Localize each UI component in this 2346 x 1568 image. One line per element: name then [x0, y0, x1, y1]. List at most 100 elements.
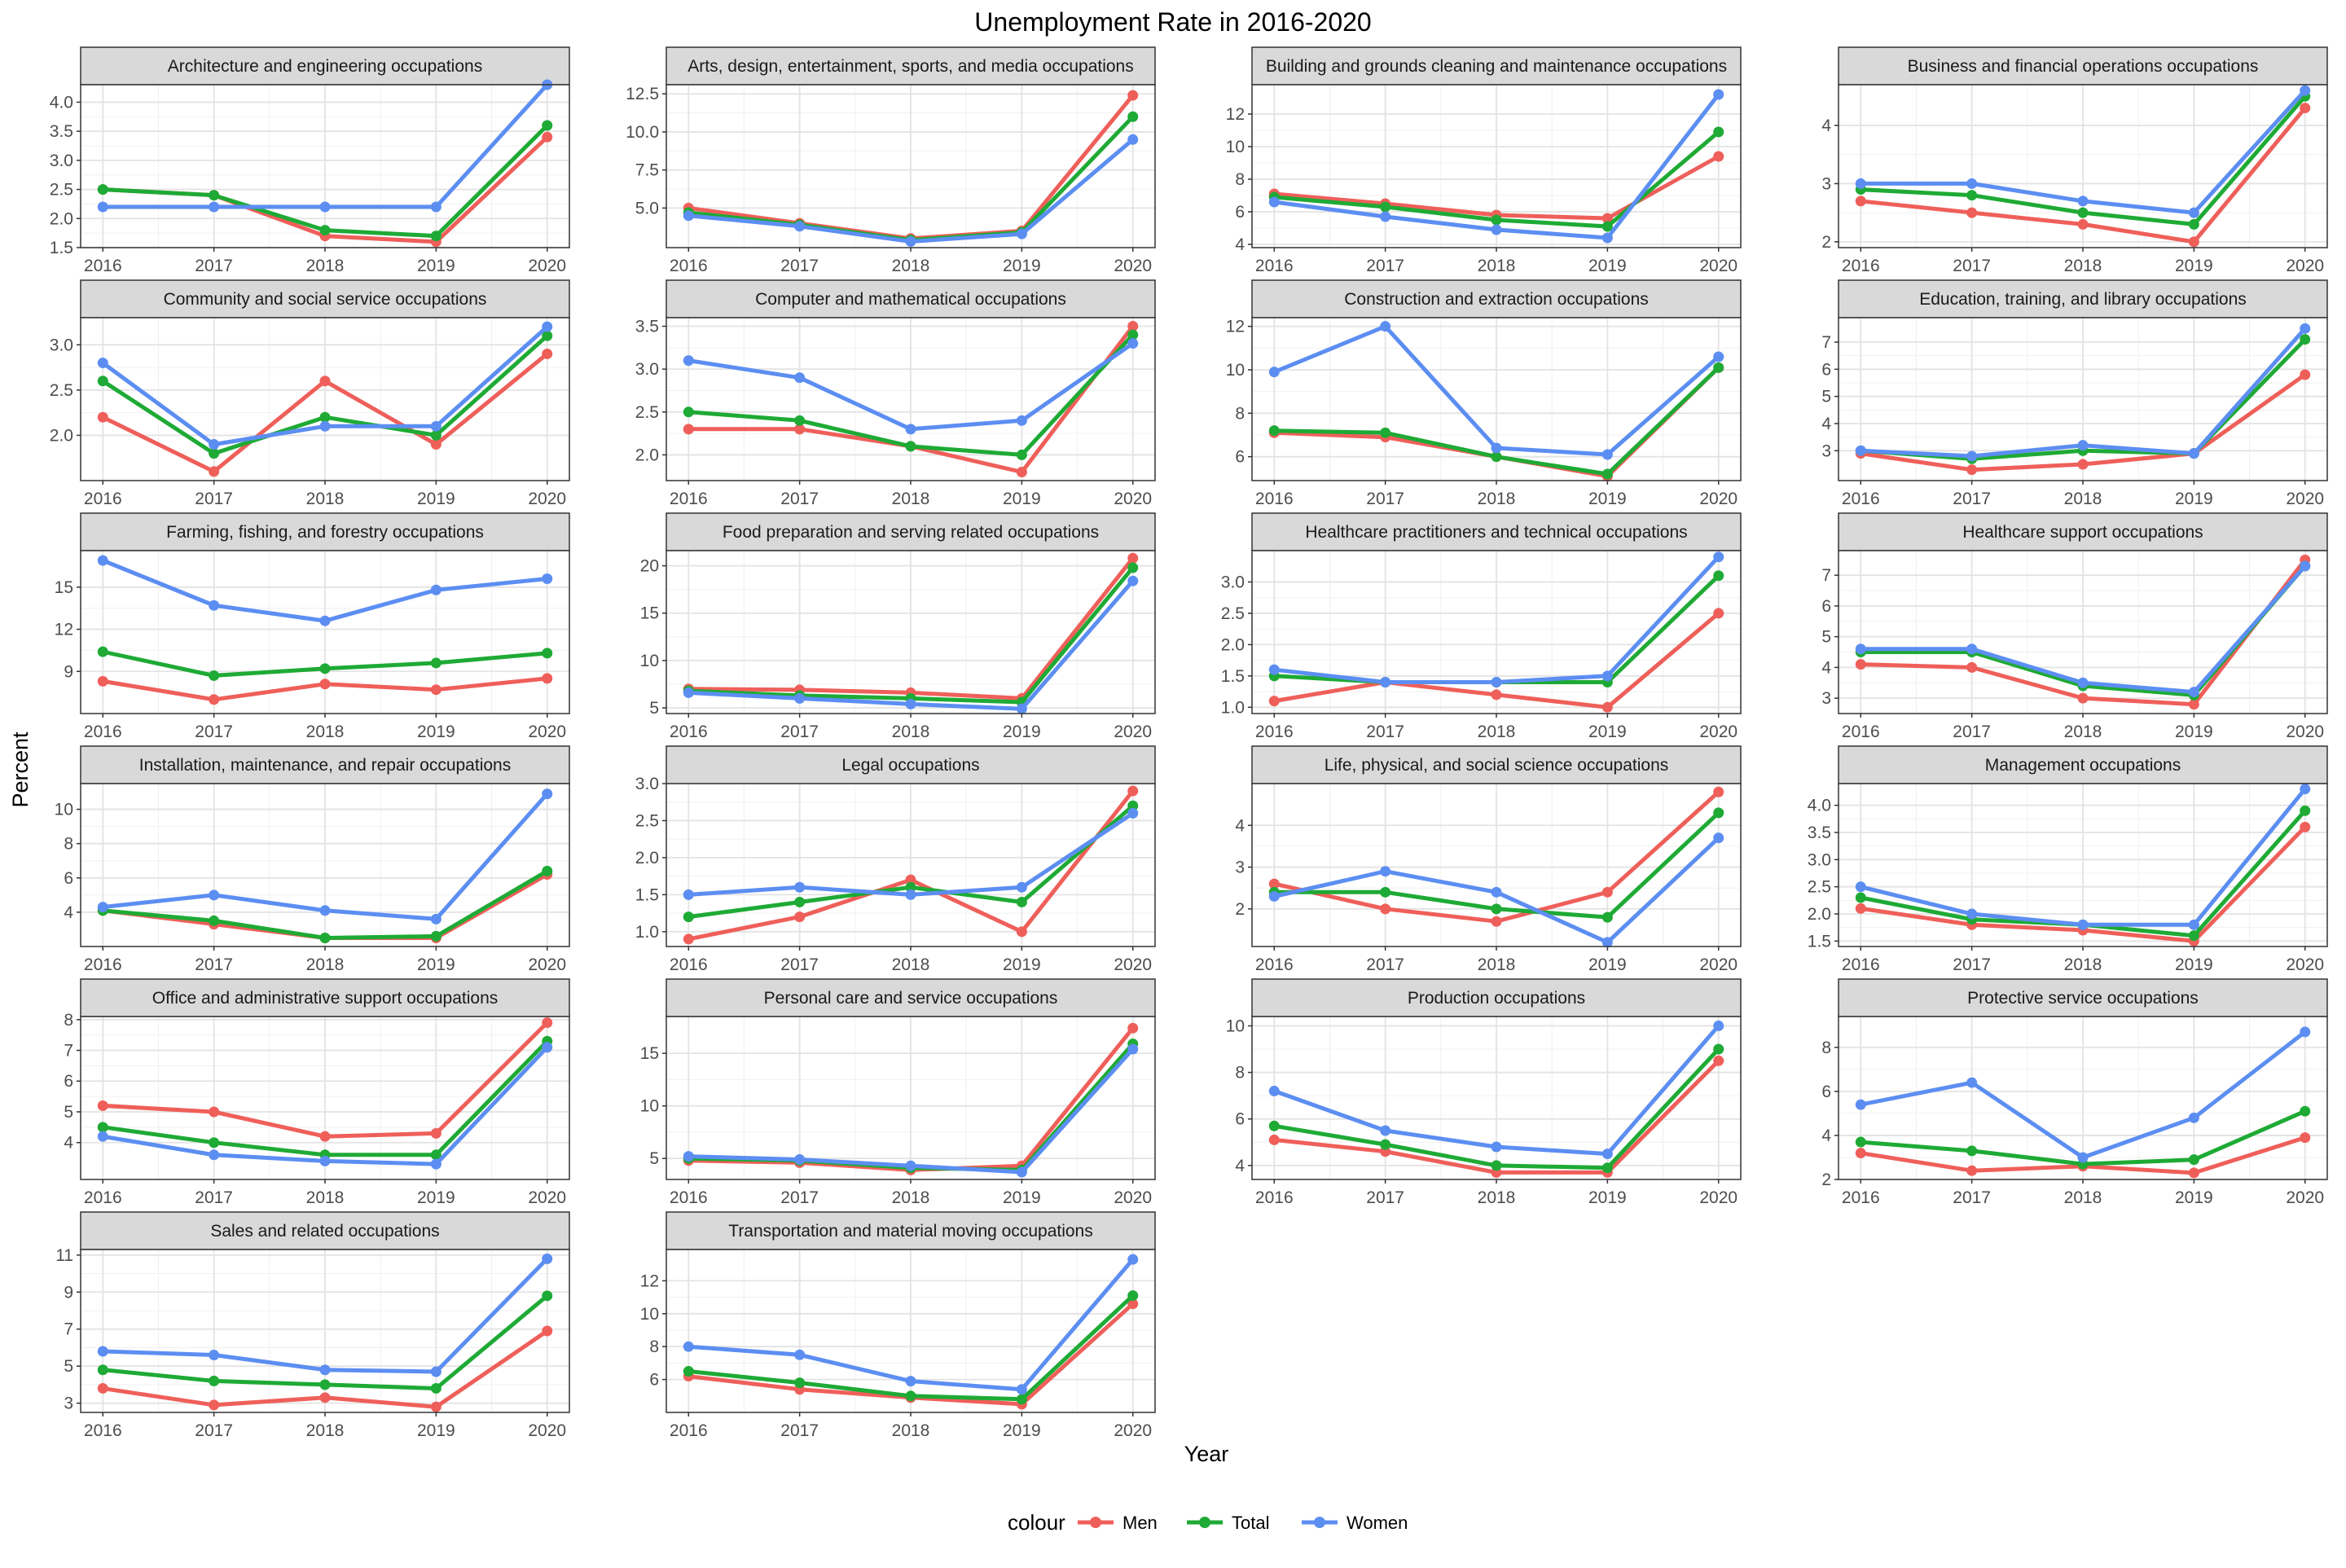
data-point-women	[905, 1376, 916, 1387]
facet-panel-business-and-financial-operations-occupations: Business and financial operations occupa…	[1821, 46, 2328, 275]
data-point-total	[2077, 207, 2089, 218]
x-tick-label: 2018	[306, 490, 345, 508]
panel-border	[1251, 1016, 1742, 1180]
y-tick-label: 20	[640, 557, 659, 576]
y-tick-label: 4	[1821, 1127, 1831, 1145]
data-point-women	[683, 1151, 694, 1162]
data-point-women	[1713, 351, 1724, 362]
x-tick-label: 2020	[528, 723, 566, 741]
x-tick-label: 2019	[417, 1421, 455, 1440]
data-point-total	[1601, 221, 1613, 232]
data-point-women	[1268, 1085, 1280, 1096]
data-point-total	[319, 225, 331, 236]
data-point-men	[1601, 213, 1613, 224]
data-point-total	[1380, 1139, 1391, 1150]
x-tick-label: 2018	[1478, 257, 1516, 275]
x-tick-label: 2017	[195, 723, 233, 741]
data-point-total	[1601, 911, 1613, 923]
data-point-total	[1016, 1394, 1027, 1405]
facet-strip	[1251, 279, 1742, 318]
x-tick-label: 2018	[892, 490, 930, 508]
y-tick-label: 2.0	[1221, 635, 1245, 654]
data-point-women	[542, 573, 553, 584]
x-tick-label: 2016	[84, 723, 122, 741]
x-tick-label: 2016	[1842, 955, 1880, 974]
data-point-men	[1855, 195, 1866, 207]
data-point-total	[2188, 1154, 2199, 1166]
facet-strip-label: Arts, design, entertainment, sports, and…	[688, 57, 1133, 76]
x-tick-label: 2017	[195, 1188, 233, 1207]
facet-panel-life-physical-and-social-science-occupations: Life, physical, and social science occup…	[1235, 745, 1742, 974]
data-point-total	[794, 896, 806, 907]
facet-panel-healthcare-practitioners-and-technical-occupations: Healthcare practitioners and technical o…	[1221, 512, 1742, 741]
data-point-men	[1713, 1055, 1724, 1066]
data-point-total	[2300, 1105, 2311, 1117]
y-tick-label: 4	[1235, 1157, 1245, 1175]
facet-strip-label: Life, physical, and social science occup…	[1325, 756, 1669, 775]
x-tick-label: 2017	[1953, 955, 1991, 974]
facet-strip-label: Management occupations	[1985, 756, 2181, 775]
y-tick-label: 4.0	[1808, 797, 1831, 815]
x-tick-label: 2019	[1003, 955, 1041, 974]
facet-panel-healthcare-support-occupations: Healthcare support occupations 3 4 5 6 7 2016 2…	[1821, 512, 2328, 741]
panel-border	[1251, 783, 1742, 947]
data-point-total	[430, 1149, 442, 1161]
facet-strip	[1838, 46, 2328, 86]
y-tick-label: 2.5	[50, 181, 73, 200]
x-tick-label: 2018	[306, 955, 345, 974]
data-point-women	[1268, 664, 1280, 675]
data-point-women	[794, 372, 806, 384]
x-tick-label: 2017	[1366, 723, 1404, 741]
data-point-women	[2188, 207, 2199, 218]
y-tick-label: 10.0	[626, 123, 659, 142]
data-point-men	[97, 1382, 108, 1394]
data-point-women	[97, 902, 108, 913]
data-point-total	[1601, 468, 1613, 480]
x-tick-label: 2017	[780, 955, 819, 974]
y-tick-label: 3.0	[635, 775, 659, 793]
panel-border	[80, 317, 570, 481]
x-tick-label: 2020	[2286, 955, 2324, 974]
y-tick-label: 3	[1821, 441, 1831, 460]
x-tick-label: 2020	[1699, 1188, 1738, 1207]
x-tick-label: 2020	[528, 955, 566, 974]
data-point-men	[97, 1100, 108, 1111]
data-point-women	[2300, 560, 2311, 572]
y-tick-label: 2	[1821, 233, 1831, 252]
y-tick-label: 4	[1821, 658, 1831, 677]
data-point-women	[542, 788, 553, 800]
data-point-men	[1127, 785, 1139, 797]
data-point-women	[97, 201, 108, 213]
facet-panel-sales-and-related-occupations: Sales and related occupations 3 5 7 9 11 2016 2…	[55, 1211, 570, 1440]
y-tick-label: 8	[1235, 404, 1245, 423]
data-point-total	[209, 1375, 220, 1386]
x-tick-label: 2019	[417, 1188, 455, 1207]
data-point-men	[1268, 878, 1280, 889]
y-tick-label: 3.5	[1808, 824, 1831, 842]
x-tick-label: 2017	[780, 257, 819, 275]
x-tick-label: 2018	[1478, 723, 1516, 741]
data-point-women	[542, 1042, 553, 1053]
data-point-total	[542, 120, 553, 131]
facet-strip-label: Healthcare practitioners and technical o…	[1305, 523, 1687, 542]
data-point-men	[2300, 821, 2311, 832]
legend-key-point	[1314, 1517, 1325, 1528]
data-point-total	[209, 670, 220, 681]
x-tick-label: 2018	[892, 1188, 930, 1207]
data-point-men	[209, 1106, 220, 1118]
x-tick-label: 2020	[528, 257, 566, 275]
data-point-women	[430, 584, 442, 595]
data-point-women	[1601, 937, 1613, 948]
data-point-women	[1713, 832, 1724, 844]
data-point-women	[209, 439, 220, 450]
x-tick-label: 2018	[1478, 1188, 1516, 1207]
x-tick-label: 2018	[892, 257, 930, 275]
facet-strip-label: Transportation and material moving occup…	[728, 1222, 1092, 1241]
facet-strip	[1838, 745, 2328, 784]
data-point-men	[1713, 786, 1724, 797]
y-tick-label: 12	[55, 621, 73, 639]
panel-border	[666, 84, 1156, 248]
y-tick-label: 1.5	[635, 885, 659, 904]
y-tick-label: 2.0	[50, 209, 73, 228]
y-tick-label: 4	[64, 903, 73, 922]
